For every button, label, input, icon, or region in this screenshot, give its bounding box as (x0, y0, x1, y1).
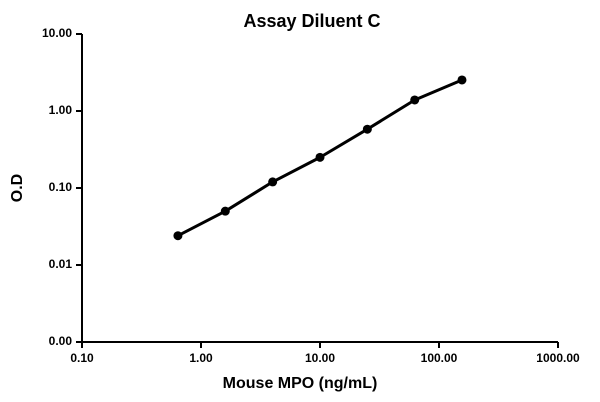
y-tick-label: 0.00 (49, 334, 73, 348)
x-tick-label: 1000.00 (536, 351, 580, 365)
y-axis-title: O.D (9, 174, 26, 202)
x-tick-label: 100.00 (421, 351, 458, 365)
data-point (268, 177, 278, 187)
x-tick-label: 0.10 (70, 351, 94, 365)
data-point (457, 75, 467, 85)
y-tick-label: 1.00 (49, 103, 73, 117)
x-tick-label: 10.00 (305, 351, 335, 365)
y-tick-label: 0.10 (49, 180, 73, 194)
x-axis-title: Mouse MPO (ng/mL) (223, 375, 378, 392)
y-tick-label: 10.00 (42, 26, 72, 40)
data-point (315, 152, 325, 162)
data-point (410, 95, 420, 105)
data-point (220, 206, 230, 216)
chart-title: Assay Diluent C (243, 11, 380, 31)
data-point (362, 124, 372, 134)
y-tick-label: 0.01 (49, 257, 73, 271)
x-tick-label: 1.00 (189, 351, 213, 365)
data-point (173, 231, 183, 241)
